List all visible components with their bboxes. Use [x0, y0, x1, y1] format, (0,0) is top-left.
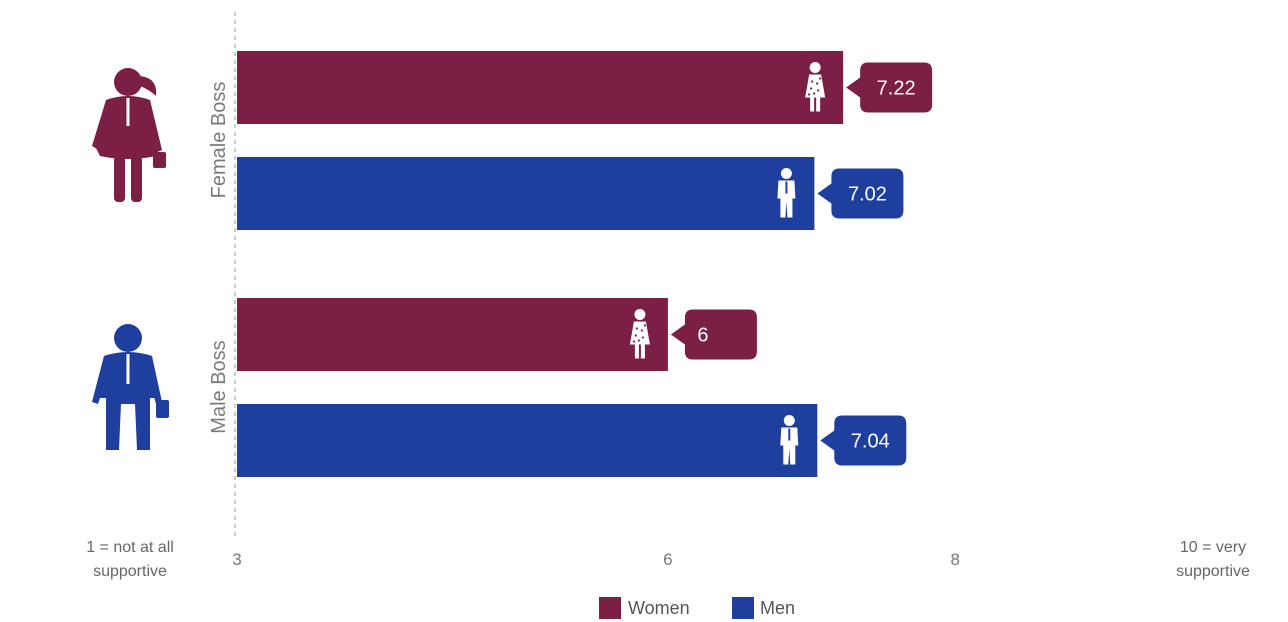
female-boss-icon: [92, 68, 166, 202]
legend-swatch-men: [732, 597, 754, 619]
value-bubble-female-boss-women: [846, 62, 933, 113]
scale-max-label-line2: supportive: [1176, 563, 1250, 580]
bars-layer: 7.22 7.02 6 7.04: [237, 51, 933, 477]
bar-figure-female-boss-women: [805, 62, 826, 112]
value-label-male-boss-women: 6: [697, 325, 708, 347]
legend: Women Men: [599, 597, 795, 619]
value-label-female-boss-men: 7.02: [848, 184, 887, 206]
x-tick-label: 8: [950, 550, 959, 569]
value-label-male-boss-men: 7.04: [851, 431, 890, 453]
bar-figure-female-boss-men: [777, 168, 796, 218]
bar-female-boss-men: [237, 157, 815, 230]
value-bubble-male-boss-men: [820, 415, 907, 466]
legend-swatch-women: [599, 597, 621, 619]
x-ticks: 3 6 8: [232, 550, 960, 569]
x-tick-label: 6: [663, 550, 672, 569]
male-boss-icon: [92, 324, 169, 450]
scale-min-label-line2: supportive: [93, 563, 167, 580]
bar-male-boss-women: [237, 298, 668, 371]
value-bubble-male-boss-women: [670, 309, 757, 360]
bar-female-boss-women: [237, 51, 844, 124]
bar-figure-male-boss-men: [780, 415, 799, 465]
bar-figure-male-boss-women: [629, 309, 650, 359]
legend-label-men: Men: [760, 598, 795, 618]
scale-max-label-line1: 10 = very: [1180, 539, 1246, 556]
scale-min-label-line1: 1 = not at all: [86, 539, 174, 556]
bar-male-boss-men: [237, 404, 818, 477]
value-bubble-female-boss-men: [817, 168, 904, 219]
legend-label-women: Women: [628, 598, 690, 618]
group-label-female-boss: Female Boss: [208, 82, 230, 199]
x-tick-label: 3: [232, 550, 241, 569]
group-label-male-boss: Male Boss: [208, 340, 230, 433]
value-label-female-boss-women: 7.22: [877, 78, 916, 100]
